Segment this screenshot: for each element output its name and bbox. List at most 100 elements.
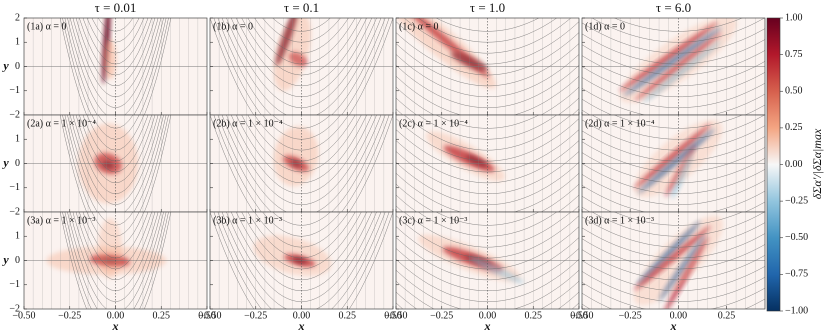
streamline [86,18,145,54]
streamline [396,280,579,309]
streamline [396,162,579,205]
streamline [213,212,390,309]
panel-content [210,212,393,309]
colorbar-tick-label: 1.00 [785,12,803,23]
streamline [582,163,765,195]
streamline [396,76,579,115]
streamline [582,227,765,259]
streamline [591,212,765,237]
x-tick-label: 0.25 [525,310,543,321]
panel-label: (3c) α = 1 × 10⁻³ [399,215,467,226]
streamline [210,212,393,309]
streamline [403,115,572,151]
y-axis-label: y [1,155,9,169]
y-tick-label: 2 [15,12,20,23]
panel-label: (3a) α = 1 × 10⁻³ [27,215,95,226]
x-tick-label: −0.50 [198,310,221,321]
heat-blob [104,39,117,80]
heat-blob [273,126,319,187]
x-tick-label: −0.50 [570,310,593,321]
streamline [582,33,765,65]
colorbar-tick-label: 0.75 [785,49,803,60]
panel-label: (1a) α = 0 [27,21,66,32]
streamline [210,115,393,212]
colorbar [766,17,781,312]
streamline [582,216,765,248]
colorbar-tick-label: −0.50 [785,232,808,243]
streamline [582,282,765,309]
streamline [254,115,349,151]
panel-label: (2b) α = 1 × 10⁻⁴ [213,118,283,129]
y-tick-label: −2 [9,206,20,217]
streamline [396,270,579,309]
streamline [582,66,765,98]
streamline [210,18,393,115]
streamline [221,115,382,212]
heat-blob [619,18,737,103]
streamline [403,18,572,54]
streamline [69,212,162,302]
x-axis-label: x [670,319,677,333]
x-tick-label: 0.25 [718,310,736,321]
x-tick-label: −0.50 [384,310,407,321]
streamline [235,18,367,87]
x-tick-label: 0.00 [670,310,688,321]
x-tick-label: 0.50 [384,310,402,321]
streamline [582,22,765,54]
x-tick-label: 0.00 [479,310,497,321]
streamline [591,18,765,43]
panel-content [210,18,393,115]
streamline [75,115,156,184]
y-tick-label: 1 [15,37,20,48]
streamline [86,115,145,151]
panel-content [582,18,765,115]
streamline [613,18,743,32]
panel-label: (1c) α = 0 [399,21,438,32]
streamline [582,44,765,76]
streamline [591,115,765,140]
streamline [396,259,579,302]
colorbar-tick-label: 0.25 [785,122,803,133]
streamline [75,18,156,87]
streamline [396,140,579,184]
y-tick-label: 0 [15,158,20,169]
panel-content [582,212,765,309]
panel-content [396,115,579,212]
streamline [582,185,765,212]
column-title: τ = 1.0 [470,0,505,15]
streamline [217,115,386,212]
streamline [613,212,743,226]
panel-label: (1d) α = 0 [585,21,625,32]
streamline [235,212,367,281]
streamline [396,65,579,108]
streamline [221,18,382,115]
panel-label: (2d) α = 1 × 10⁻⁴ [585,118,655,129]
colorbar-label: δΣα′/|δΣα|max [810,128,824,199]
streamline [582,152,765,184]
streamline [69,115,162,205]
streamline [582,130,765,162]
panel-content [396,18,579,115]
colorbar-tick-label: −0.75 [785,269,808,280]
x-tick-label: 0.50 [570,310,588,321]
streamline [254,212,349,248]
streamline [226,212,377,302]
streamline [582,55,765,87]
streamline [75,212,156,281]
x-tick-label: 0.00 [107,310,125,321]
streamline [221,212,382,309]
x-tick-label: 0.00 [293,310,311,321]
panel-label: (2a) α = 1 × 10⁻⁴ [27,118,96,129]
streamline [69,18,162,108]
x-axis-label: x [484,319,491,333]
streamline [582,249,765,281]
panel-label: (3d) α = 1 × 10⁻³ [585,215,654,226]
y-tick-label: 0 [15,255,20,266]
colorbar-tick-label: −1.00 [785,305,808,316]
streamline [396,43,579,87]
heat-blob [426,131,505,182]
column-title: τ = 6.0 [656,0,691,15]
panel-label: (1b) α = 0 [213,21,253,32]
column-title: τ = 0.1 [284,0,319,15]
